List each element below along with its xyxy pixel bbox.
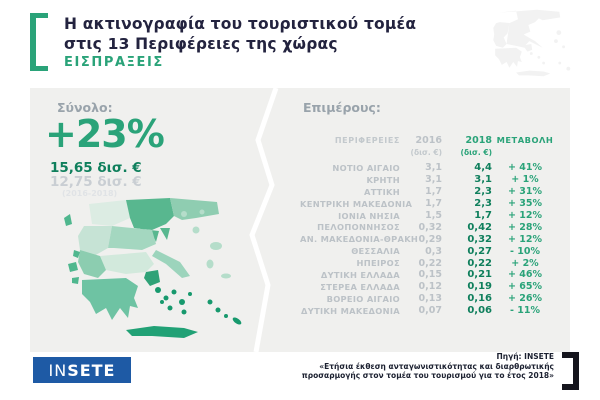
map-region-peloponnisos xyxy=(82,278,138,320)
table-row: ΗΠΕΙΡΟΣ 0,22 0,22 + 2% xyxy=(356,257,539,269)
map-region-evia xyxy=(152,250,190,278)
map-region-kentriki-makedonia xyxy=(126,198,174,230)
regions-table: ΠΕΡΙΦΕΡΕΙΕΣ 2016 2018 ΜΕΤΑΒΟΛΗ (δισ. €) … xyxy=(300,134,558,317)
title-line2: στις 13 Περιφέρειες της χώρας xyxy=(64,34,338,53)
totals-change-value: +23% xyxy=(45,112,165,156)
table-row: ΑΤΤΙΚΗ 1,7 2,3 + 31% xyxy=(363,186,542,198)
table-row: ΔΥΤΙΚΗ ΕΛΛΑΔΑ 0,15 0,21 + 46% xyxy=(320,269,542,281)
map-region-dytiki-ellada xyxy=(78,250,106,278)
table-row: ΣΤΕΡΕΑ ΕΛΛΑΔΑ 0,12 0,19 + 65% xyxy=(320,281,542,293)
insete-logo-part2: SETE xyxy=(67,360,116,380)
col-unit-2016: (δισ. €) xyxy=(410,147,442,157)
page-title: Η ακτινογραφία του τουριστικού τομέα στι… xyxy=(64,15,484,54)
source-line1: Πηγή: INSETE xyxy=(496,352,554,361)
map-region-notio-aigaio xyxy=(155,287,242,325)
page-subtitle: ΕΙΣΠΡΑΞΕΙΣ xyxy=(64,55,164,70)
title-line1: Η ακτινογραφία του τουριστικού τομέα xyxy=(64,15,417,33)
col-header-region: ΠΕΡΙΦΕΡΕΙΕΣ xyxy=(334,135,400,145)
black-close-bracket-icon xyxy=(562,352,579,390)
table-row: ΚΕΝΤΡΙΚΗ ΜΑΚΕΔΟΝΙΑ 1,7 2,3 + 35% xyxy=(300,198,542,210)
table-row: ΑΝ. ΜΑΚΕΔΟΝΙΑ-ΘΡΑΚΗ 0,29 0,32 + 12% xyxy=(300,233,542,245)
table-row: ΘΕΣΣΑΛΙΑ 0,3 0,27- 10% xyxy=(351,245,540,257)
totals-2018-value: 15,65 δισ. € xyxy=(50,160,142,176)
greece-choropleth-map xyxy=(64,198,242,338)
table-row: ΚΡΗΤΗ 3,1 3,1 + 1% xyxy=(366,174,539,186)
totals-period: (2016-2018) xyxy=(62,189,118,198)
totals-label: Σύνολο: xyxy=(57,100,113,115)
table-row: ΠΕΛΟΠΟΝΝΗΣΟΣ 0,32 0,42 + 28% xyxy=(317,221,542,233)
totals-2016-value: 12,75 δισ. € xyxy=(50,174,142,190)
source-line2: «Ετήσια έκθεση ανταγωνιστικότητας και δι… xyxy=(319,361,554,371)
map-region-attiki xyxy=(144,270,160,286)
green-open-bracket-icon xyxy=(30,13,48,71)
col-header-change: ΜΕΤΑΒΟΛΗ xyxy=(496,135,554,145)
col-unit-2018: (δισ. €) xyxy=(460,147,492,157)
map-region-voreio-aigaio xyxy=(181,209,231,279)
map-region-kriti xyxy=(126,326,198,338)
map-region-sterea-ellada xyxy=(100,252,154,274)
table-row: ΝΟΤΙΟ ΑΙΓΑΙΟ 3,1 4,4 + 41% xyxy=(332,162,542,174)
table-row: ΔΥΤΙΚΗ ΜΑΚΕΔΟΝΙΑ 0,07 0,06- 11% xyxy=(301,305,540,317)
map-region-thessalia xyxy=(108,226,156,250)
map-region-ionia-nisia xyxy=(64,214,80,284)
col-header-2016: 2016 xyxy=(415,134,442,146)
insete-logo-part1: IN xyxy=(48,360,68,380)
source-note: Πηγή: INSETE «Ετήσια έκθεση ανταγωνιστικ… xyxy=(224,352,554,381)
table-row: ΒΟΡΕΙΟ ΑΙΓΑΙΟ 0,13 0,16 + 26% xyxy=(326,293,542,305)
greece-map-faint-icon xyxy=(493,9,571,77)
source-line3: προσαρμογής στον τομέα του τουρισμού για… xyxy=(301,371,554,381)
table-header: ΠΕΡΙΦΕΡΕΙΕΣ 2016 2018 ΜΕΤΑΒΟΛΗ (δισ. €) … xyxy=(300,134,558,158)
map-chalkidiki-prong3 xyxy=(160,228,170,240)
table-section-label: Επιμέρους: xyxy=(303,100,381,115)
insete-logo: IN SETE xyxy=(33,357,131,383)
map-region-dytiki-makedonia xyxy=(89,200,130,226)
map-region-an-makedonia-thraki xyxy=(170,198,219,220)
col-header-2018: 2018 xyxy=(465,134,492,146)
map-region-ipeiros xyxy=(78,226,112,256)
table-row: ΙΟΝΙΑ ΝΗΣΙΑ 1,5 1,7 + 12% xyxy=(338,210,542,221)
